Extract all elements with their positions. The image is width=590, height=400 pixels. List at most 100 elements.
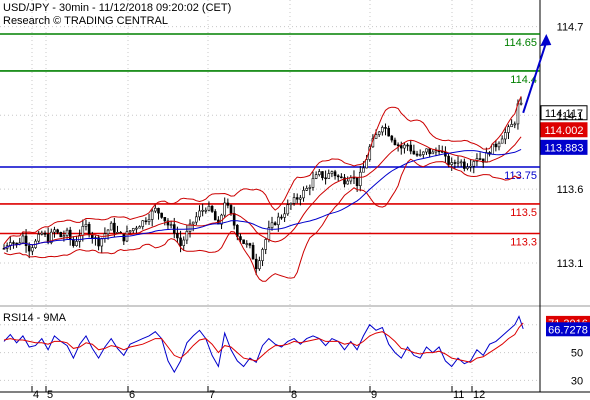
- price-tag-box: [540, 139, 588, 155]
- candle-body: [519, 102, 523, 105]
- rsi-series-line: [3, 315, 524, 374]
- candle-body: [399, 145, 403, 149]
- candle-body: [182, 239, 186, 246]
- candle-body: [15, 242, 18, 245]
- candle-body: [447, 155, 450, 165]
- candle-body: [314, 174, 318, 179]
- candle-body: [308, 187, 312, 189]
- candle-body: [213, 211, 217, 221]
- candle-body: [355, 177, 359, 187]
- candle-body: [481, 158, 485, 163]
- candle-body: [409, 144, 413, 152]
- candle-body: [403, 144, 406, 149]
- candle-body: [478, 158, 482, 160]
- candle-body: [327, 173, 331, 179]
- candle-body: [78, 234, 81, 242]
- candle-body: [374, 134, 378, 139]
- candle-body: [406, 144, 409, 147]
- candle-body: [131, 228, 135, 231]
- candle-body: [245, 243, 249, 245]
- level-label: 113.3: [510, 236, 537, 248]
- candle-body: [504, 132, 507, 140]
- level-label: 113.5: [510, 207, 537, 219]
- candle-body: [141, 220, 145, 227]
- candle-body: [150, 210, 154, 220]
- candle-body: [81, 226, 85, 236]
- candles: [2, 96, 523, 276]
- candle-body: [122, 232, 126, 242]
- candle-body: [340, 176, 343, 179]
- price-tag-box: [540, 122, 588, 138]
- candle-body: [390, 135, 394, 141]
- candle-body: [500, 138, 504, 144]
- x-tick-label: 11: [453, 389, 464, 400]
- candle-body: [295, 197, 299, 200]
- projection-arrow-line: [522, 41, 548, 114]
- candle-body: [24, 235, 28, 246]
- candle-body: [311, 178, 315, 188]
- candle-body: [176, 233, 179, 239]
- candle-body: [204, 209, 208, 212]
- candle-body: [277, 216, 280, 226]
- level-label: 114.65: [504, 37, 537, 49]
- level-label: 114.4: [510, 74, 537, 86]
- candle-body: [264, 239, 267, 250]
- candle-body: [286, 204, 290, 215]
- candle-body: [425, 148, 428, 153]
- candle-body: [466, 166, 469, 169]
- candle-body: [317, 171, 321, 175]
- candle-body: [434, 150, 438, 153]
- candle-body: [456, 161, 460, 164]
- candle-body: [469, 165, 472, 168]
- candle-body: [472, 161, 476, 167]
- candle-body: [59, 232, 63, 238]
- candle-body: [37, 234, 40, 242]
- candle-body: [302, 190, 305, 199]
- candle-body: [387, 128, 390, 137]
- candle-body: [497, 142, 501, 148]
- candle-body: [418, 154, 422, 156]
- candle-body: [491, 143, 495, 155]
- candle-body: [393, 139, 397, 146]
- candle-body: [494, 143, 498, 148]
- candle-body: [270, 222, 274, 228]
- candle-body: [280, 216, 283, 219]
- candle-body: [343, 177, 346, 185]
- candle-body: [163, 217, 167, 222]
- x-tick-label: 6: [129, 389, 135, 400]
- candle-body: [324, 177, 327, 180]
- candle-body: [251, 245, 255, 260]
- candle-body: [352, 177, 356, 179]
- level-label: 113.75: [504, 170, 537, 182]
- candle-body: [239, 236, 242, 241]
- candle-body: [84, 223, 88, 227]
- candle-body: [415, 153, 419, 156]
- rsi-series-line: [3, 322, 524, 363]
- candle-body: [336, 175, 340, 178]
- x-tick-label: 8: [291, 389, 297, 400]
- candle-body: [40, 232, 44, 235]
- candle-body: [305, 188, 308, 191]
- candle-body: [229, 205, 233, 214]
- price-tag-label: 114.117: [545, 108, 583, 120]
- y-tick-label: 113.1: [557, 258, 584, 270]
- x-tick-label: 7: [209, 389, 215, 400]
- candle-body: [97, 237, 100, 247]
- x-tick-label: 4: [33, 389, 39, 400]
- candle-body: [333, 171, 337, 177]
- candle-body: [166, 220, 170, 226]
- projection-arrow-head: [540, 33, 552, 46]
- candle-body: [154, 207, 157, 212]
- candle-body: [463, 161, 466, 169]
- x-tick-label: 5: [47, 389, 53, 400]
- candle-body: [207, 205, 211, 211]
- candle-body: [358, 171, 362, 187]
- candle-body: [188, 223, 192, 232]
- candle-body: [453, 162, 457, 164]
- candle-body: [513, 123, 517, 126]
- candle-body: [242, 239, 245, 244]
- price-tag-label: 114.002: [545, 125, 584, 137]
- candle-body: [21, 235, 25, 244]
- candle-body: [87, 223, 91, 236]
- candle-body: [273, 222, 277, 226]
